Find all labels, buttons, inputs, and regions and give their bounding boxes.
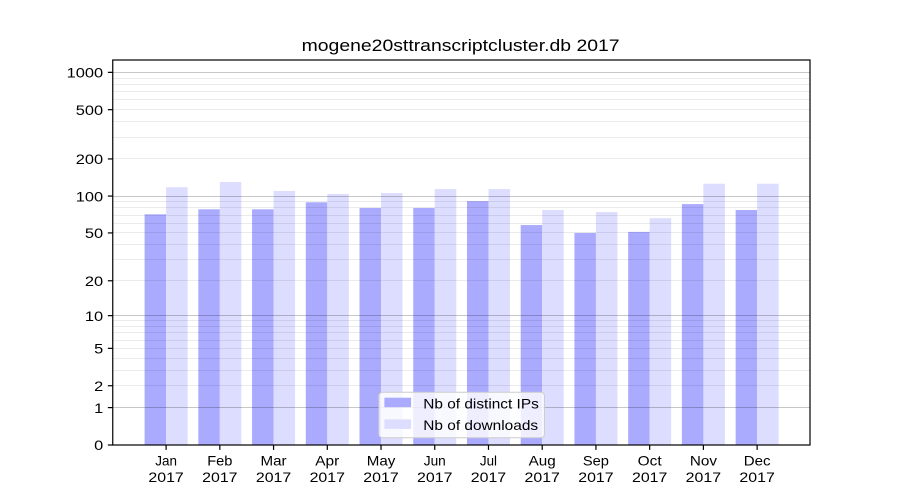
svg-text:2017: 2017 [310, 470, 345, 485]
svg-text:Nov: Nov [690, 454, 717, 469]
svg-text:1: 1 [94, 401, 103, 416]
svg-text:2017: 2017 [417, 470, 452, 485]
svg-text:2017: 2017 [363, 470, 398, 485]
svg-text:2017: 2017 [525, 470, 560, 485]
svg-text:2017: 2017 [471, 470, 506, 485]
svg-text:5: 5 [94, 342, 103, 357]
svg-text:2017: 2017 [632, 470, 667, 485]
svg-text:Jan: Jan [155, 454, 177, 469]
svg-text:May: May [367, 454, 396, 469]
svg-text:200: 200 [76, 152, 104, 167]
svg-text:1000: 1000 [67, 66, 104, 81]
svg-text:Nb of downloads: Nb of downloads [423, 418, 538, 433]
svg-text:Jul: Jul [480, 454, 497, 469]
svg-text:100: 100 [76, 189, 104, 204]
svg-text:Oct: Oct [638, 454, 662, 469]
svg-text:Feb: Feb [207, 454, 233, 469]
svg-text:20: 20 [85, 274, 104, 289]
svg-text:2017: 2017 [202, 470, 237, 485]
svg-text:Apr: Apr [315, 454, 339, 469]
svg-text:10: 10 [85, 309, 104, 324]
svg-text:2017: 2017 [739, 470, 774, 485]
svg-text:50: 50 [85, 226, 104, 241]
svg-text:2017: 2017 [256, 470, 291, 485]
svg-text:Nb of distinct IPs: Nb of distinct IPs [423, 396, 539, 411]
svg-text:Sep: Sep [583, 454, 609, 469]
svg-text:Mar: Mar [261, 454, 288, 469]
svg-text:0: 0 [94, 438, 103, 453]
svg-text:2017: 2017 [686, 470, 721, 485]
svg-text:2: 2 [94, 379, 103, 394]
svg-text:500: 500 [76, 103, 104, 118]
svg-text:Aug: Aug [529, 454, 556, 469]
svg-text:2017: 2017 [148, 470, 183, 485]
svg-text:2017: 2017 [578, 470, 613, 485]
svg-text:Dec: Dec [744, 454, 771, 469]
svg-text:mogene20sttranscriptcluster.db: mogene20sttranscriptcluster.db 2017 [302, 36, 620, 55]
svg-text:Jun: Jun [424, 454, 446, 469]
